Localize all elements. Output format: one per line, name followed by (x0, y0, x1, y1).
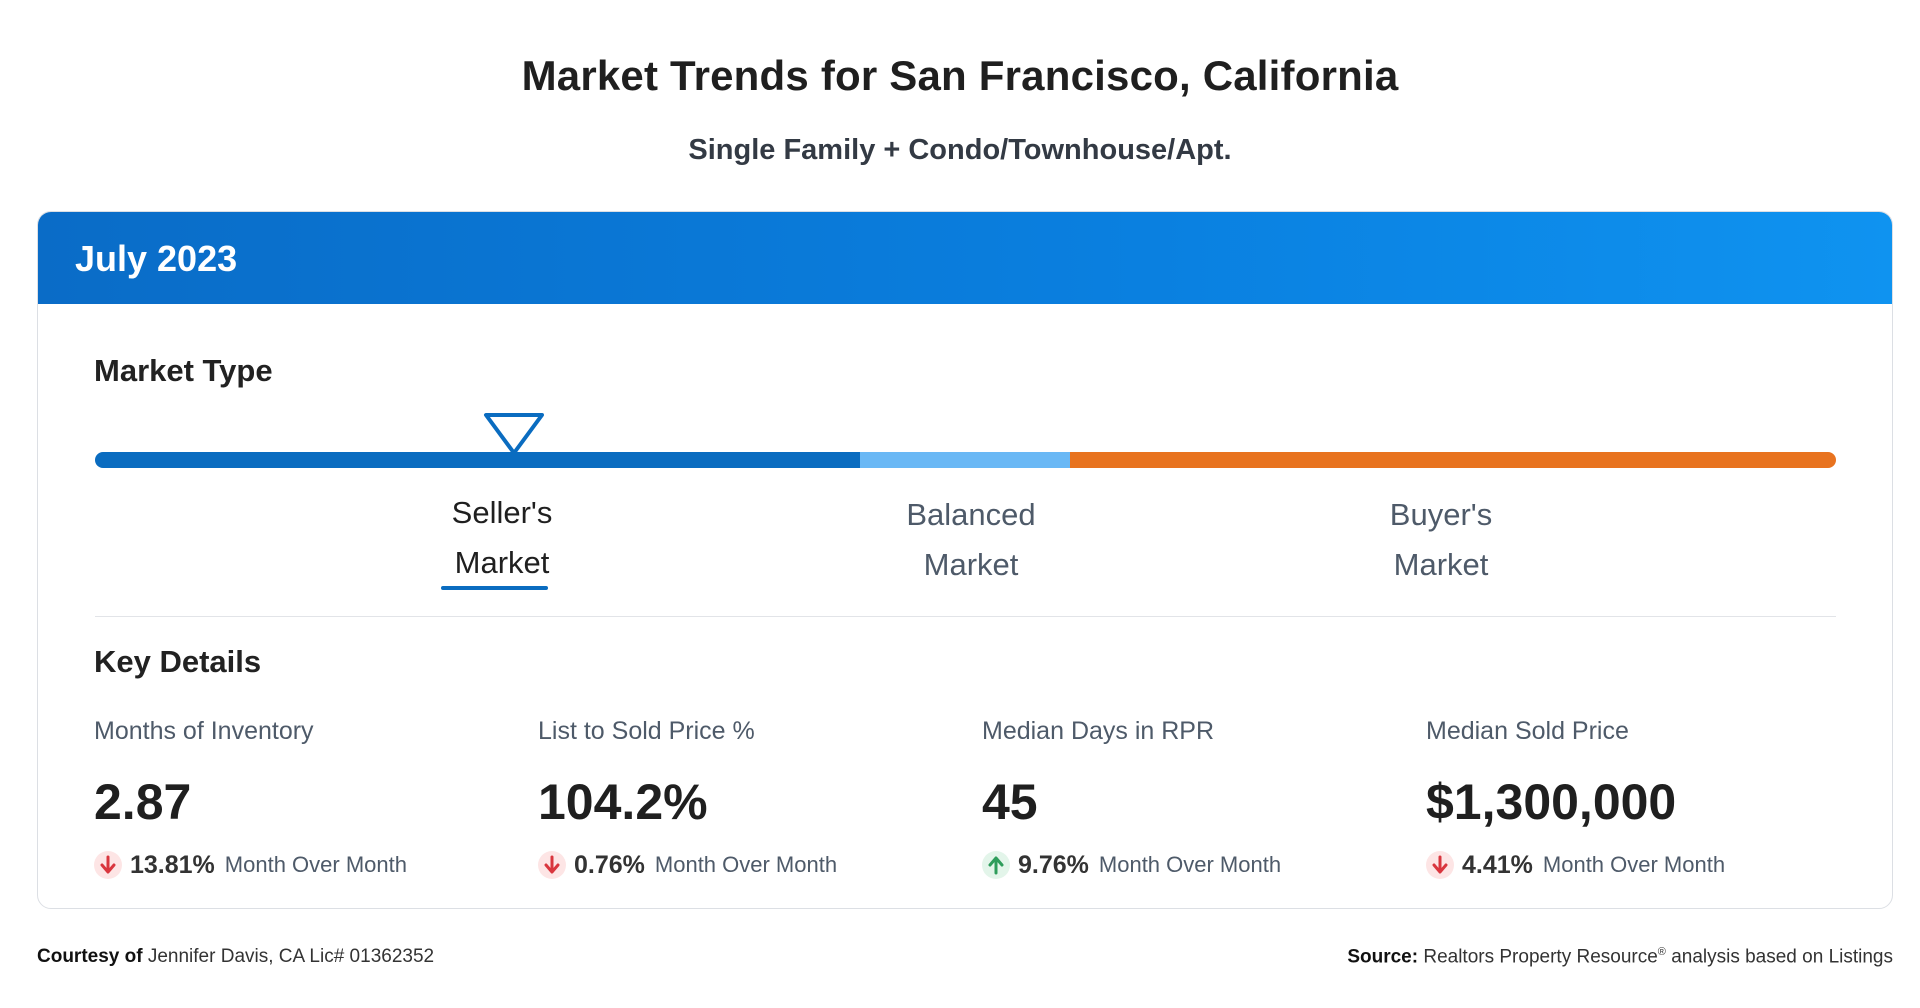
buyer-segment (1070, 452, 1836, 468)
metric-label: List to Sold Price % (538, 717, 755, 745)
balanced-market-line2: Market (923, 547, 1019, 582)
metric-change-percent: 13.81% (130, 850, 215, 879)
metric-change-percent: 4.41% (1462, 850, 1533, 879)
balanced-market-label: Balanced Market (841, 490, 1101, 590)
metric-value: 45 (982, 774, 1038, 830)
arrow-down-icon (1426, 851, 1454, 879)
arrow-down-icon (538, 851, 566, 879)
key-details-heading: Key Details (94, 644, 262, 679)
metric-change-period: Month Over Month (1542, 852, 1726, 877)
courtesy-label: Courtesy of (37, 946, 143, 967)
seller-segment (95, 452, 860, 468)
market-card: July 2023 Market Type Seller's Market Ba… (37, 211, 1893, 909)
metric-median-sold-price: Median Sold Price $1,300,000 4.41% Month… (1426, 717, 1846, 881)
metric-change-period: Month Over Month (1098, 852, 1282, 877)
card-header: July 2023 (38, 212, 1892, 304)
metric-label: Median Days in RPR (982, 717, 1215, 745)
metric-change: 4.41% Month Over Month (1426, 849, 1846, 881)
triangle-down-marker-icon (484, 413, 544, 455)
sellers-market-label: Seller's Market (372, 488, 632, 588)
selected-market-underline (441, 586, 548, 590)
arrow-up-icon (982, 851, 1010, 879)
buyers-market-line1: Buyer's (1389, 497, 1493, 532)
metric-change: 9.76% Month Over Month (982, 849, 1402, 881)
source-footer: Source: Realtors Property Resource® anal… (1347, 946, 1893, 968)
metric-label: Median Sold Price (1426, 717, 1629, 745)
metric-change-period: Month Over Month (224, 852, 407, 877)
source-suffix: analysis based on Listings (1671, 946, 1893, 968)
page-subtitle: Single Family + Condo/Townhouse/Apt. (688, 134, 1232, 166)
sellers-market-line2: Market (454, 545, 550, 580)
courtesy-footer: Courtesy of Jennifer Davis, CA Lic# 0136… (37, 946, 434, 968)
metric-value: 104.2% (538, 774, 708, 830)
balanced-segment (860, 452, 1070, 468)
arrow-down-icon (94, 851, 122, 879)
page-title: Market Trends for San Francisco, Califor… (521, 52, 1399, 99)
source-label: Source: (1347, 946, 1419, 968)
registered-mark: ® (1657, 946, 1666, 958)
market-type-heading: Market Type (94, 353, 273, 388)
metric-value: $1,300,000 (1426, 774, 1677, 830)
metric-value: 2.87 (94, 774, 192, 830)
metric-label: Months of Inventory (94, 717, 314, 745)
market-type-bar (95, 452, 1836, 468)
balanced-market-line1: Balanced (906, 497, 1036, 532)
metric-change-percent: 9.76% (1018, 850, 1089, 879)
source-text: Realtors Property Resource (1423, 946, 1658, 968)
buyers-market-label: Buyer's Market (1311, 490, 1571, 590)
metric-list-to-sold-price: List to Sold Price % 104.2% 0.76% Month … (538, 717, 958, 881)
buyers-market-line2: Market (1393, 547, 1489, 582)
metric-change: 13.81% Month Over Month (94, 849, 514, 881)
courtesy-text: Jennifer Davis, CA Lic# 01362352 (147, 946, 435, 967)
sellers-market-line1: Seller's (451, 495, 553, 530)
metric-months-of-inventory: Months of Inventory 2.87 13.81% Month Ov… (94, 717, 514, 881)
metric-change: 0.76% Month Over Month (538, 849, 958, 881)
metric-change-period: Month Over Month (654, 852, 838, 877)
metric-median-days-in-rpr: Median Days in RPR 45 9.76% Month Over M… (982, 717, 1402, 881)
section-divider (95, 616, 1836, 617)
metric-change-percent: 0.76% (574, 850, 645, 879)
period-label: July 2023 (75, 238, 238, 279)
